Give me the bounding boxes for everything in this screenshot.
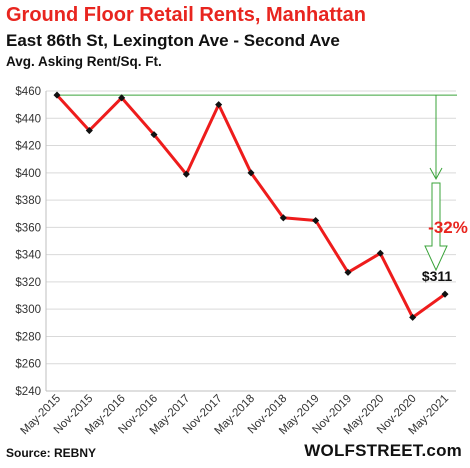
- data-point: [344, 268, 352, 276]
- y-tick-label: $260: [15, 359, 41, 371]
- data-labels: -32% $311: [422, 218, 468, 284]
- brand-logo-text: WOLFSTREET.com: [304, 441, 462, 460]
- series-line: [55, 94, 446, 319]
- chart-unit-label: Avg. Asking Rent/Sq. Ft.: [6, 54, 162, 69]
- y-axis-ticks: $460 $440 $420 $400 $380 $360 $340 $320 $300 $280…: [15, 86, 41, 398]
- y-tick-label: $420: [15, 141, 41, 153]
- reference-annotation: [57, 94, 457, 272]
- y-tick-label: $300: [15, 304, 41, 316]
- grid-lines: [46, 90, 456, 392]
- y-tick-label: $460: [15, 86, 41, 98]
- last-value-label: $311: [422, 268, 453, 284]
- y-tick-label: $340: [15, 250, 41, 262]
- reference-block-arrow: [424, 182, 448, 272]
- y-tick-label: $280: [15, 331, 41, 343]
- data-point: [247, 169, 255, 177]
- chart-title: Ground Floor Retail Rents, Manhattan: [6, 4, 367, 26]
- data-point: [85, 127, 93, 135]
- series-line-path: [55, 94, 446, 319]
- data-point: [215, 101, 223, 109]
- data-point: [312, 217, 320, 225]
- data-point: [441, 290, 449, 298]
- source-note: Source: REBNY: [6, 446, 97, 460]
- y-tick-label: $400: [15, 168, 41, 180]
- y-tick-label: $440: [15, 113, 41, 125]
- series-points: [53, 91, 449, 321]
- data-point: [409, 313, 417, 321]
- y-tick-label: $380: [15, 195, 41, 207]
- chart-subtitle: East 86th St, Lexington Ave - Second Ave: [6, 31, 340, 50]
- axes: [45, 91, 456, 392]
- x-axis-ticks: May-2015Nov-2015May-2016Nov-2016May-2017…: [18, 393, 451, 438]
- change-label: -32%: [428, 218, 468, 237]
- data-point: [118, 94, 126, 102]
- data-point: [150, 131, 158, 139]
- y-tick-label: $240: [15, 386, 41, 398]
- data-point: [376, 249, 384, 257]
- data-point: [279, 214, 287, 222]
- y-tick-label: $360: [15, 222, 41, 234]
- data-point: [182, 170, 190, 178]
- y-tick-label: $320: [15, 277, 41, 289]
- reference-arrow-head: [429, 167, 443, 181]
